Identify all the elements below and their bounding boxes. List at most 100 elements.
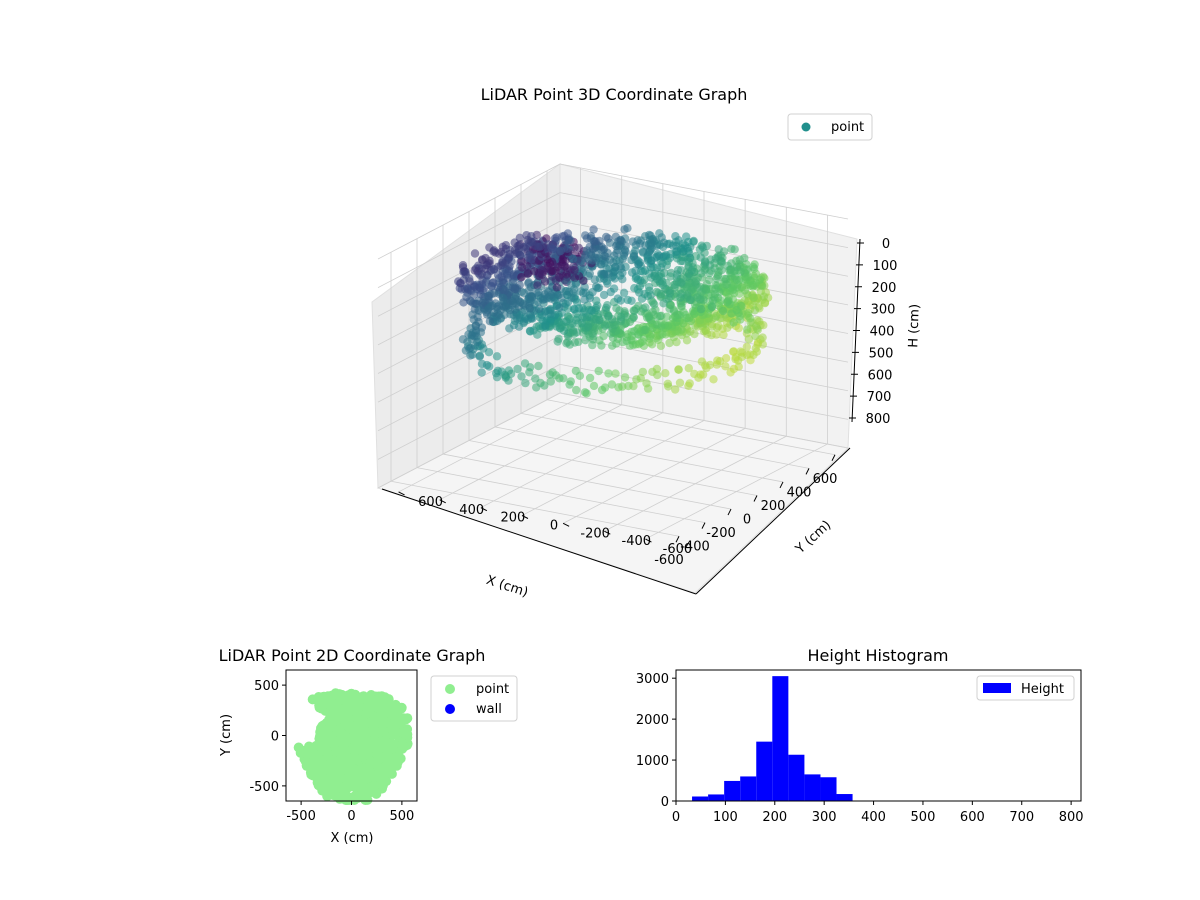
point-2d	[383, 738, 394, 749]
x-tick-label-3d: -200	[706, 526, 736, 541]
point-3d	[715, 357, 725, 366]
point-3d	[569, 304, 579, 314]
point-3d	[589, 225, 598, 234]
point-2d	[321, 745, 332, 756]
point-3d	[608, 341, 617, 350]
y-tick-label-3d: 400	[459, 503, 484, 518]
point-3d	[631, 266, 640, 276]
point-3d	[552, 283, 562, 292]
point-3d	[470, 249, 480, 258]
point-3d	[723, 261, 732, 271]
point-3d	[488, 278, 497, 288]
point-3d	[559, 326, 569, 335]
point-3d	[658, 330, 667, 339]
x-axis-label-2d: X (cm)	[331, 831, 374, 846]
point-3d	[522, 231, 531, 240]
point-2d	[334, 709, 345, 720]
point-3d	[551, 276, 560, 285]
point-3d	[674, 365, 683, 374]
x-tick-mark-3d	[779, 481, 784, 489]
point-3d	[540, 277, 550, 286]
x-tick-label-hist: 600	[960, 810, 985, 825]
point-2d	[371, 737, 382, 747]
z-tick-label-3d: 600	[868, 368, 893, 383]
point-2d	[365, 770, 376, 781]
point-3d	[758, 340, 767, 349]
point-3d	[729, 318, 738, 327]
point-3d	[493, 366, 502, 375]
point-3d	[684, 364, 693, 373]
z-tick-label-3d: 300	[871, 303, 896, 318]
point-3d	[749, 293, 758, 302]
point-3d	[697, 357, 707, 366]
chart-2d-title: LiDAR Point 2D Coordinate Graph	[219, 646, 486, 665]
point-3d	[737, 352, 746, 362]
point-3d	[588, 256, 597, 265]
point-3d	[718, 306, 728, 316]
point-3d	[712, 311, 721, 321]
point-3d	[588, 287, 597, 297]
point-3d	[665, 289, 675, 298]
point-3d	[521, 378, 530, 388]
point-3d	[553, 337, 562, 346]
chart-histogram: Height Histogram 0 100 200 300 400 500 600 700 8…	[636, 646, 1084, 825]
point-3d	[517, 372, 526, 381]
histogram-ticks: 0 100 200 300 400 500 600 700 800 0 1000 2000 3000	[636, 672, 1084, 825]
chart-3d: LiDAR Point 3D Coordinate Graph -600-400…	[371, 85, 923, 600]
point-3d	[473, 312, 482, 322]
x-tick-label-hist: 800	[1059, 810, 1084, 825]
point-3d	[714, 245, 723, 254]
point-3d	[708, 296, 718, 305]
chart-3d-title: LiDAR Point 3D Coordinate Graph	[481, 85, 748, 104]
point-2d	[326, 719, 337, 730]
y-tick-label-2d: 0	[271, 730, 279, 745]
point-3d	[722, 297, 732, 307]
chart-2d-legend: point wall	[430, 675, 518, 722]
point-2d	[324, 773, 334, 784]
point-3d	[727, 309, 736, 318]
point-2d	[362, 703, 373, 714]
point-3d	[641, 303, 650, 312]
y-tick-label-2d: 500	[254, 679, 279, 694]
y-tick-label-3d: -400	[622, 534, 652, 549]
point-3d	[696, 253, 705, 262]
chart-2d-ticks: -500 0 500 -500 0 500	[249, 679, 414, 824]
point-3d	[690, 369, 699, 379]
point-3d	[619, 288, 629, 297]
histogram-bar	[836, 794, 853, 801]
point-3d	[558, 232, 567, 241]
point-3d	[661, 250, 671, 260]
point-3d	[635, 239, 645, 248]
point-3d	[465, 277, 474, 286]
legend-label-wall-2d: wall	[476, 702, 502, 717]
point-3d	[580, 388, 590, 397]
point-3d	[588, 329, 597, 338]
histogram-legend: Height	[976, 675, 1075, 701]
point-3d	[698, 243, 707, 252]
point-3d	[558, 255, 567, 264]
point-3d	[711, 254, 720, 263]
point-3d	[594, 366, 603, 376]
point-3d	[757, 281, 767, 291]
point-3d	[682, 232, 691, 241]
point-3d	[604, 312, 613, 321]
point-3d	[595, 336, 604, 345]
point-3d	[629, 251, 639, 261]
point-3d	[494, 301, 503, 310]
point-3d	[475, 352, 484, 361]
point-3d	[734, 362, 743, 371]
point-3d	[555, 303, 564, 312]
z-tick-label-3d: 100	[873, 259, 898, 274]
point-3d	[732, 262, 741, 272]
histogram-title: Height Histogram	[808, 646, 949, 665]
legend-marker-point-3d	[801, 122, 811, 132]
point-3d	[690, 278, 700, 287]
point-3d	[524, 278, 533, 287]
legend-label-point-2d: point	[476, 682, 509, 697]
point-3d	[629, 313, 638, 322]
point-3d	[604, 369, 613, 378]
point-3d	[492, 352, 502, 361]
point-3d	[604, 234, 613, 243]
x-tick-mark-3d	[805, 468, 810, 475]
point-3d	[525, 304, 535, 313]
